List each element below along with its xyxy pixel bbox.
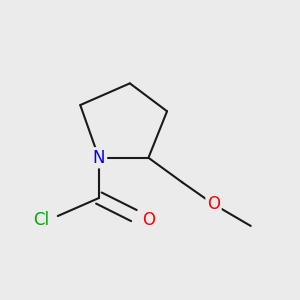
Text: O: O — [142, 211, 155, 229]
Text: N: N — [93, 149, 105, 167]
Text: O: O — [207, 195, 220, 213]
Text: Cl: Cl — [33, 211, 49, 229]
